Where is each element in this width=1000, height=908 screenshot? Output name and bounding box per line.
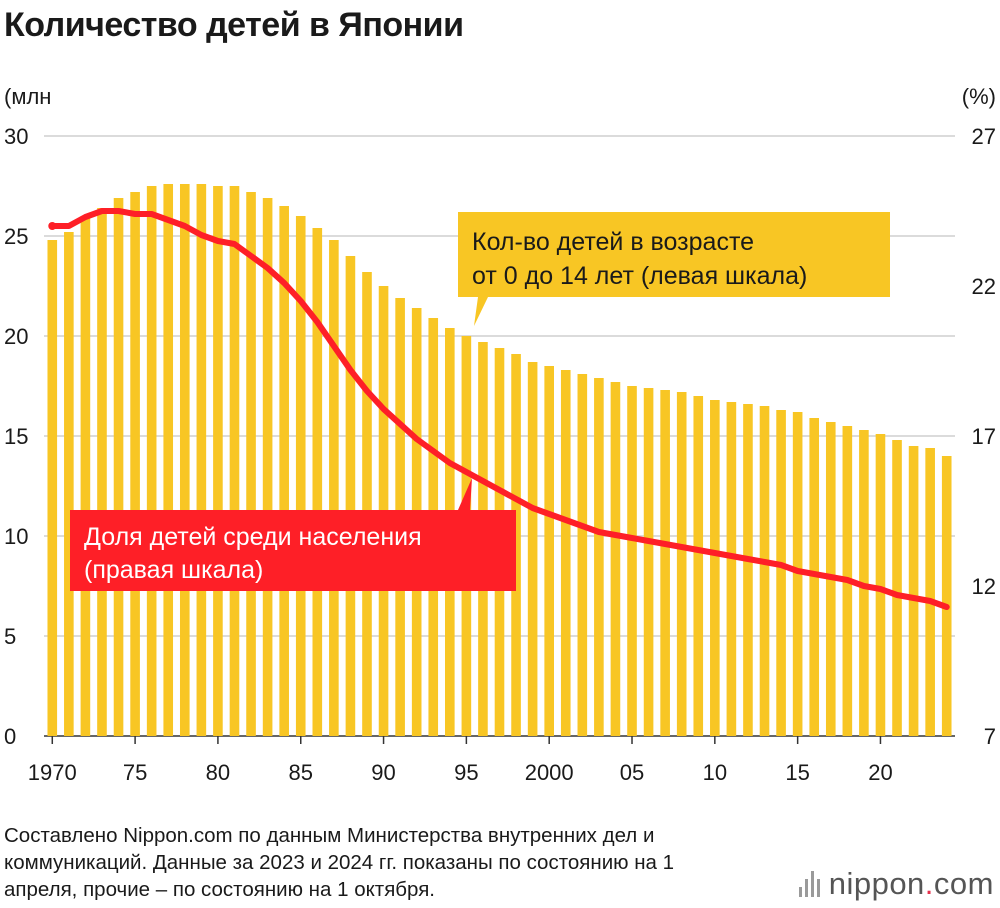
line-start-dot <box>48 222 57 230</box>
bar-1982 <box>246 192 256 736</box>
bar-2021 <box>892 440 902 736</box>
left-tick-20: 20 <box>4 324 28 349</box>
bar-2011 <box>726 402 737 736</box>
bars-callout-line-2: от 0 до 14 лет (левая шкала) <box>472 262 807 290</box>
x-tick-2015: 15 <box>785 760 809 785</box>
x-tick-1995: 95 <box>454 760 478 785</box>
bar-2004 <box>610 382 621 736</box>
x-tick-1970: 1970 <box>28 760 77 785</box>
line-callout: Доля детей среди населения (правая шкала) <box>70 478 516 591</box>
bar-2005 <box>627 386 637 736</box>
x-tick-2000: 2000 <box>525 760 574 785</box>
bar-2022 <box>908 446 919 736</box>
bar-1974 <box>113 198 124 736</box>
bar-2008 <box>676 392 687 736</box>
bar-2024 <box>941 456 952 736</box>
bar-1976 <box>146 186 157 736</box>
bar-1980 <box>213 186 223 736</box>
left-tick-25: 25 <box>4 224 28 249</box>
logo-dot: . <box>924 866 934 901</box>
bar-2006 <box>643 388 654 736</box>
bar-1998 <box>511 354 521 736</box>
x-tick-1985: 85 <box>288 760 312 785</box>
x-tick-1975: 75 <box>123 760 147 785</box>
bar-1999 <box>527 362 538 736</box>
bar-2007 <box>660 390 670 736</box>
bar-1971 <box>64 232 74 736</box>
bar-1977 <box>163 184 174 736</box>
left-tick-10: 10 <box>4 524 28 549</box>
left-tick-30: 30 <box>4 124 28 149</box>
right-tick-7: 7 <box>984 724 996 749</box>
right-tick-22: 22 <box>972 274 996 299</box>
bar-1970 <box>47 240 58 736</box>
x-tick-2020: 20 <box>868 760 892 785</box>
left-tick-0: 0 <box>4 724 16 749</box>
logo-suffix: com <box>933 866 994 901</box>
bar-1987 <box>329 240 339 736</box>
nippon-logo: nippon. com <box>798 866 994 902</box>
source-note: Составлено Nippon.com по данным Министер… <box>4 824 675 901</box>
bar-1984 <box>279 206 289 736</box>
bar-1972 <box>80 216 91 736</box>
right-tick-12: 12 <box>972 574 996 599</box>
bar-2001 <box>560 370 571 736</box>
left-axis-ticks: 0 5 10 15 20 25 30 <box>4 124 28 749</box>
bar-1983 <box>262 198 273 736</box>
right-axis-ticks: 7 12 17 22 27 <box>972 124 996 749</box>
share-line <box>49 208 950 610</box>
x-tick-2005: 05 <box>620 760 644 785</box>
bar-2013 <box>759 406 770 736</box>
logo-main: nippon <box>828 866 925 901</box>
bars-callout-box <box>458 212 890 326</box>
nippon-bars-icon <box>798 871 820 897</box>
x-tick-1980: 80 <box>206 760 230 785</box>
bar-1975 <box>130 192 140 736</box>
left-axis-unit: (млн <box>4 84 52 109</box>
bar-1989 <box>362 272 372 736</box>
right-axis-unit: (%) <box>961 84 996 109</box>
bar-2010 <box>710 400 720 736</box>
bars-callout-line-1: Кол-во детей в возрасте <box>472 228 754 256</box>
bar-2002 <box>577 374 588 736</box>
line-callout-line-1: Доля детей среди населения <box>84 523 422 551</box>
x-tick-2010: 10 <box>703 760 727 785</box>
line-callout-box <box>70 478 516 591</box>
bar-2009 <box>693 396 704 736</box>
bar-2014 <box>776 410 786 736</box>
right-tick-27: 27 <box>972 124 996 149</box>
bar-2020 <box>875 434 886 736</box>
bar-1986 <box>312 228 323 736</box>
bar-1985 <box>295 216 306 736</box>
bar-1988 <box>345 256 356 736</box>
bar-2012 <box>743 404 753 736</box>
bar-1978 <box>179 184 190 736</box>
left-tick-5: 5 <box>4 624 16 649</box>
bar-2023 <box>925 448 935 736</box>
bar-1973 <box>97 208 107 736</box>
x-axis-ticks: 1970 75 80 85 90 95 2000 05 10 15 20 <box>28 736 893 785</box>
right-tick-17: 17 <box>972 424 996 449</box>
x-tick-1990: 90 <box>371 760 395 785</box>
chart-title: Количество детей в Японии <box>4 6 464 44</box>
left-tick-15: 15 <box>4 424 28 449</box>
bar-2000 <box>544 366 554 736</box>
line-callout-line-2: (правая шкала) <box>84 556 263 584</box>
bar-2003 <box>594 378 604 736</box>
bar-1979 <box>196 184 207 736</box>
bar-1981 <box>229 186 240 736</box>
bars-callout: Кол-во детей в возрасте от 0 до 14 лет (л… <box>458 212 890 326</box>
